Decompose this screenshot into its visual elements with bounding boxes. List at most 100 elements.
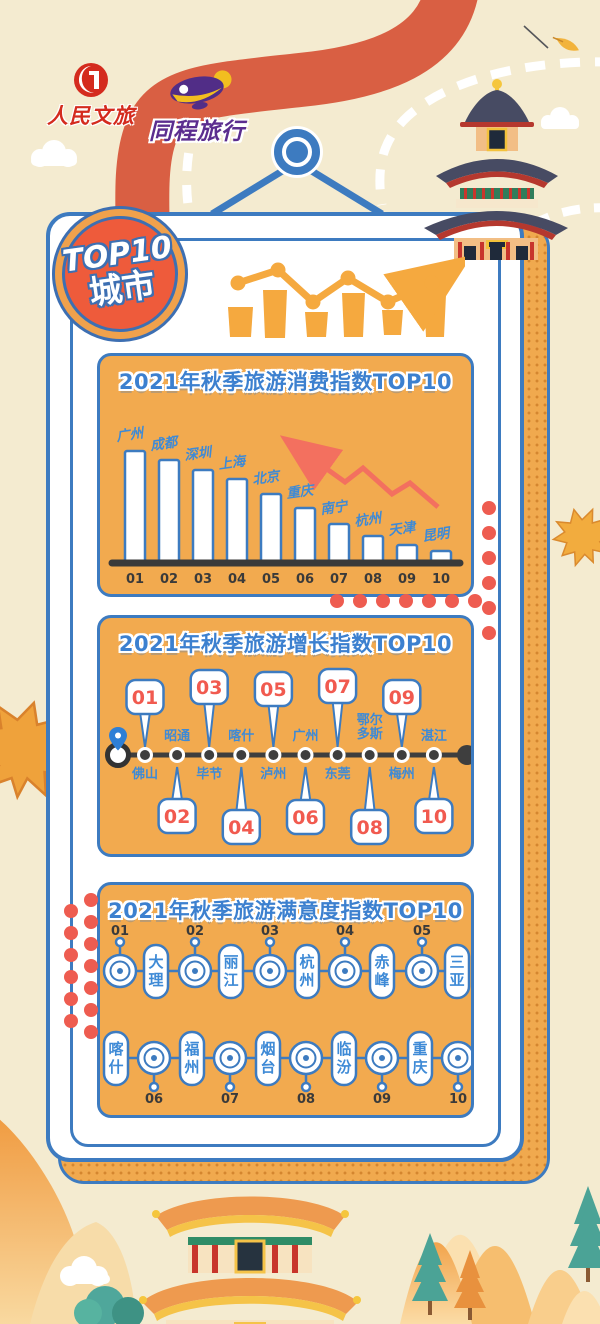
pill-city-label: 理: [148, 971, 163, 989]
pill-city-label: 州: [298, 971, 314, 989]
city-pill: [293, 943, 321, 1000]
bubble-tail: [170, 766, 184, 802]
timeline-city-label: 东莞: [325, 766, 351, 782]
rank-number: 09: [389, 687, 415, 709]
rank-number: 02: [164, 806, 190, 828]
city-pill: [330, 1030, 358, 1087]
bar-city-label: 深圳: [183, 444, 214, 464]
bubble-tail: [267, 703, 280, 748]
bar-city-label: 重庆: [285, 482, 316, 502]
rank-bubble: [317, 667, 358, 705]
timeline-city-label: 泸州: [260, 766, 286, 782]
rank-number: 04: [336, 924, 354, 939]
bar-city-label: 昆明: [421, 525, 452, 545]
rank-bubble: [125, 678, 165, 716]
pill-city-label: 烟: [260, 1040, 275, 1058]
panel-satisfaction-index: 2021年秋季旅游满意度指数TOP10 01 大理 02 丽江 03 杭州 04 赤峰 05 三亚…: [97, 882, 474, 1118]
bubble-tail: [331, 700, 344, 748]
pill-city-label: 喀: [108, 1040, 123, 1058]
bar-04: [225, 477, 249, 565]
logo-renmin-wenlv: 人民文旅: [36, 62, 146, 142]
pill-city-label: 汾: [336, 1058, 351, 1076]
rank-number: 03: [261, 924, 279, 939]
trend-chart-decoration: [228, 255, 465, 338]
bar-08: [361, 534, 385, 565]
panel-growth-index: 2021年秋季旅游增长指数TOP10 01 佛山 昭通 02 03 毕节 喀什 04 05 泸州 广…: [97, 615, 474, 857]
city-pill: [178, 1030, 206, 1087]
timeline-city-label: 佛山: [131, 766, 158, 782]
bubble-tail: [138, 711, 152, 748]
rank-number: 06: [292, 807, 318, 829]
rank-number: 10: [449, 1092, 467, 1107]
timeline-dot: [393, 747, 410, 763]
cypress-tree-teal: [412, 1233, 448, 1315]
satisfaction-title: 2021年秋季旅游满意度指数TOP10: [108, 899, 463, 923]
badge-subtitle: 城市: [86, 264, 158, 313]
bar-01: [123, 449, 147, 565]
logo-tongcheng: 同程旅行: [134, 66, 260, 146]
bubble-tail: [427, 766, 441, 802]
rank-number: 09: [373, 1092, 391, 1107]
hanger: [210, 126, 384, 217]
consumption-title: 2021年秋季旅游消费指数TOP10: [118, 370, 453, 394]
city-pill: [102, 1030, 130, 1087]
timeline-city-label: 梅州: [389, 766, 415, 782]
rank-number: 05: [260, 679, 286, 701]
bar-rank-label: 10: [432, 572, 450, 587]
rank-number: 07: [324, 676, 350, 698]
pill-city-label: 江: [223, 971, 238, 989]
rank-bubble: [349, 808, 390, 846]
timeline-city-label: 广州: [292, 728, 318, 744]
bar-city-label: 天津: [387, 519, 418, 539]
bar-city-label: 杭州: [353, 510, 384, 530]
pill-city-label: 什: [108, 1058, 123, 1076]
bar-03: [191, 468, 215, 565]
rank-bubble: [414, 797, 454, 835]
rank-bubble: [157, 797, 197, 835]
city-pill: [217, 943, 245, 1000]
rank-number: 04: [228, 817, 254, 839]
bar-rank-label: 09: [398, 572, 416, 587]
rank-number: 08: [297, 1092, 315, 1107]
bubble-tail: [299, 766, 312, 803]
timeline-dot: [425, 747, 442, 763]
cypress-tree-orange: [454, 1250, 486, 1320]
city-pill: [254, 1030, 282, 1087]
board-inner-frame: [70, 238, 501, 1147]
bar-rank-label: 01: [126, 572, 144, 587]
renmin-emblem-icon: [74, 63, 108, 97]
pill-city-label: 重: [412, 1040, 427, 1058]
city-pill: [406, 1030, 434, 1087]
pill-city-label: 大: [148, 953, 163, 971]
logo-tongcheng-text: 同程旅行: [149, 119, 245, 145]
bar-rank-label: 06: [296, 572, 314, 587]
pill-city-label: 峰: [374, 971, 390, 989]
pill-city-label: 亚: [449, 971, 464, 989]
rank-number: 10: [421, 806, 447, 828]
city-pill: [368, 943, 396, 1000]
pill-city-label: 赤: [374, 953, 389, 971]
timeline-city-label: 毕节: [196, 766, 222, 782]
rank-bubble: [189, 668, 229, 706]
rank-bubble: [285, 798, 326, 836]
pill-city-label: 州: [183, 1058, 199, 1076]
rank-number: 07: [221, 1092, 239, 1107]
top10-badge: TOP10 城市: [43, 197, 197, 351]
rank-number: 06: [145, 1092, 163, 1107]
rank-number: 08: [356, 817, 382, 839]
city-pill: [142, 943, 170, 1000]
bar-05: [259, 492, 283, 565]
bottom-scenery: [0, 1119, 600, 1324]
cypress-tree-teal-right: [568, 1186, 600, 1282]
bar-rank-label: 08: [364, 572, 382, 587]
bar-city-label: 广州: [115, 425, 146, 445]
maple-leaf-icon-right: [551, 507, 600, 568]
rank-bubble: [382, 678, 422, 716]
decline-arrow-icon: [279, 435, 440, 509]
pill-city-label: 杭: [299, 953, 314, 971]
rank-number: 03: [196, 677, 222, 699]
dashed-road-3: [182, 120, 201, 219]
cloud-icon: [60, 1256, 110, 1286]
